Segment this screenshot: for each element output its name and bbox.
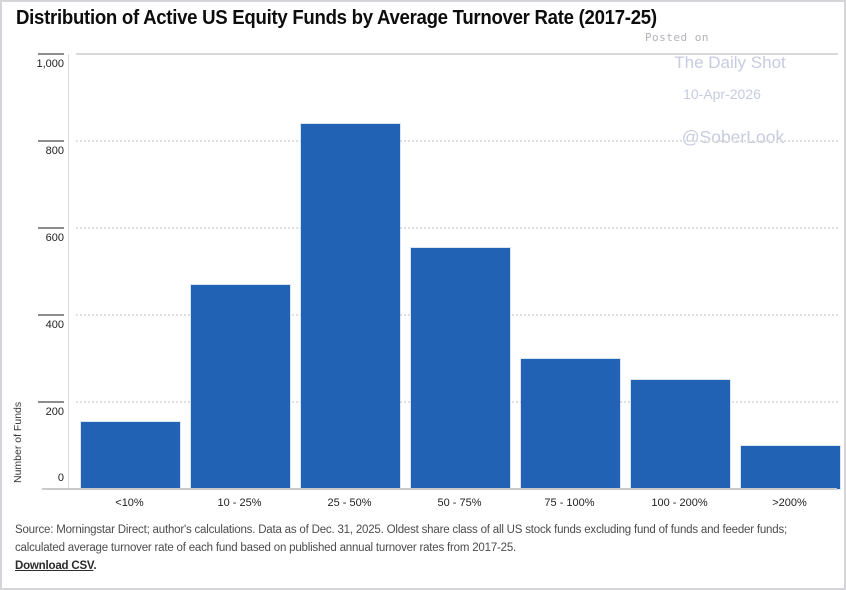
y-tick-label: 200 [45,406,64,418]
y-axis-tick [38,53,64,55]
bar [631,380,730,489]
y-tick-label: 0 [57,472,64,484]
y-tick-label: 800 [45,145,64,157]
bar [81,421,180,489]
x-axis-line [42,488,837,490]
y-axis-tick [38,401,64,403]
x-tick-label: 100 - 200% [651,497,708,509]
x-tick-label: <10% [115,497,144,509]
bar [411,247,510,489]
y-axis-tick [38,314,64,316]
source-line-1: Source: Morningstar Direct; author's cal… [15,524,787,536]
x-tick-label: 50 - 75% [437,497,482,509]
x-tick-label: 25 - 50% [327,497,372,509]
plot-area [68,53,840,489]
gridline [76,227,838,229]
y-axis-tick [38,140,64,142]
gridline [76,53,838,55]
download-csv-link[interactable]: Download CSV [15,559,94,572]
y-tick-label: 400 [45,319,64,331]
gridline [76,140,838,142]
x-tick-label: 10 - 25% [217,497,262,509]
source-note: Source: Morningstar Direct; author's cal… [15,522,837,575]
y-axis-tick [38,227,64,229]
bar [521,358,620,489]
watermark-posted-on: Posted on [644,31,710,44]
y-tick-label: 600 [45,232,64,244]
download-csv-period: . [93,559,97,572]
x-tick-label: >200% [772,497,807,509]
bar [741,445,840,489]
y-tick-label: 1,000 [36,58,64,70]
x-tick-label: 75 - 100% [544,497,595,509]
bar [301,123,400,489]
bar [191,284,290,489]
source-line-2: calculated average turnover rate of each… [15,541,517,554]
chart-title: Distribution of Active US Equity Funds b… [16,7,657,29]
